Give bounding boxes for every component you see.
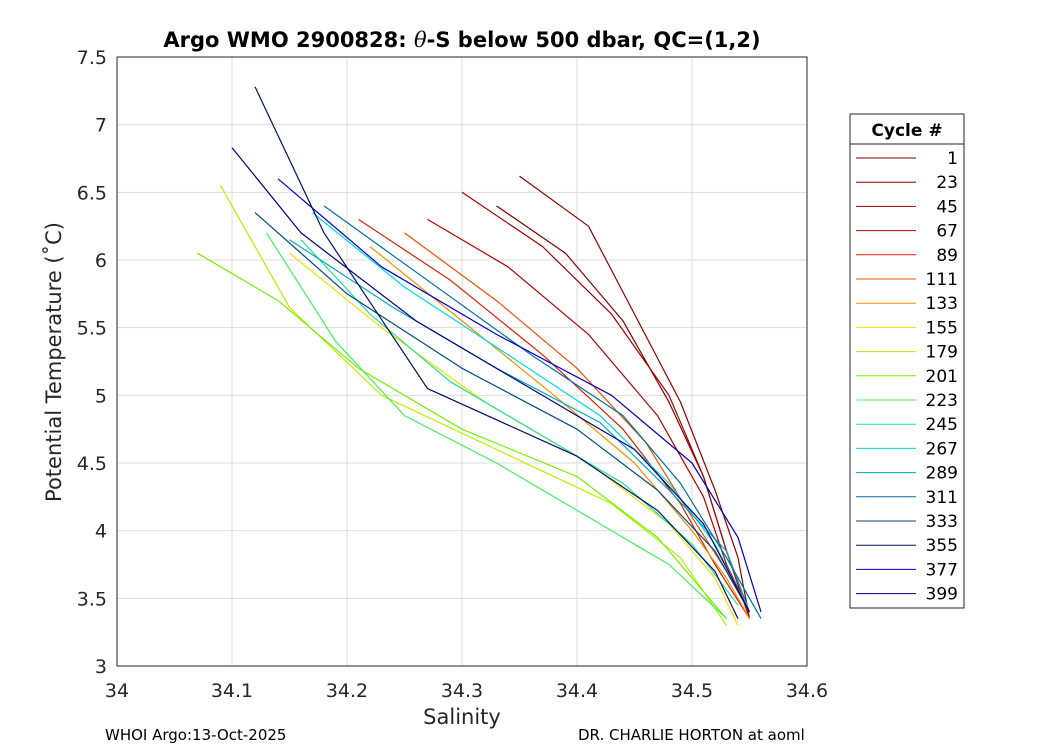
legend-label-155: 155 (926, 318, 958, 338)
series-line-cycle-289 (289, 239, 751, 613)
legend-label-201: 201 (926, 367, 958, 387)
legend-label-111: 111 (926, 270, 958, 290)
x-tick-label: 34.1 (211, 680, 253, 702)
legend-label-23: 23 (936, 173, 958, 193)
series-line-cycle-267 (312, 212, 751, 613)
legend-title: Cycle # (871, 121, 942, 141)
legend-label-1: 1 (947, 149, 958, 169)
series-line-cycle-133 (369, 246, 751, 619)
legend-label-377: 377 (926, 560, 958, 580)
y-tick-label: 6 (95, 250, 107, 272)
y-tick-label: 7 (95, 115, 107, 137)
legend-label-399: 399 (926, 585, 958, 605)
legend-label-133: 133 (926, 294, 958, 314)
legend-label-89: 89 (936, 246, 958, 266)
x-tick-label: 34.2 (326, 680, 368, 702)
series-line-cycle-179 (219, 185, 727, 626)
legend-label-333: 333 (926, 512, 958, 532)
series-line-cycle-223 (265, 232, 727, 620)
footer-author: DR. CHARLIE HORTON at aoml (578, 726, 805, 744)
legend-label-45: 45 (936, 197, 958, 217)
legend-items: 1 23 45 67 89 111 133 155 179 201 223 245 267 289 311 3… (856, 149, 958, 605)
series-line-cycle-67 (427, 218, 751, 613)
chart-title: Argo WMO 2900828: θ-S below 500 dbar, QC… (163, 28, 760, 52)
legend-box (849, 113, 965, 609)
series-line-cycle-355 (254, 86, 739, 619)
legend-label-223: 223 (926, 391, 958, 411)
legend-label-355: 355 (926, 536, 958, 556)
footer-source: WHOI Argo:13-Oct-2025 (105, 726, 287, 744)
y-tick-label: 3.5 (77, 588, 107, 610)
legend-label-67: 67 (936, 222, 958, 242)
legend-label-245: 245 (926, 415, 958, 435)
series-line-cycle-89 (358, 218, 751, 619)
legend: Cycle # 1 23 45 67 89 111 133 155 179 201 223 245 26… (849, 113, 965, 609)
y-tick-label: 6.5 (77, 182, 107, 204)
series-line-cycle-245 (300, 239, 739, 606)
series-line-cycle-399 (231, 147, 751, 613)
y-axis-label: Potential Temperature (˚C) (42, 222, 66, 502)
x-tick-label: 34.5 (671, 680, 713, 702)
series-line-cycle-23 (519, 175, 751, 619)
series-line-cycle-333 (254, 212, 751, 613)
y-tick-label: 7.5 (77, 47, 107, 69)
legend-label-179: 179 (926, 343, 958, 363)
series-lines (197, 86, 762, 626)
series-line-cycle-377 (277, 178, 762, 613)
y-tick-labels: 3 3.5 4 4.5 5 5.5 6 6.5 7 7.5 (77, 47, 107, 678)
y-tick-label: 5.5 (77, 318, 107, 340)
y-tick-label: 3 (95, 656, 107, 678)
legend-label-267: 267 (926, 439, 958, 459)
series-line-cycle-311 (323, 205, 762, 619)
x-tick-label: 34 (105, 680, 129, 702)
legend-label-311: 311 (926, 488, 958, 508)
axes-box (116, 56, 808, 667)
legend-label-289: 289 (926, 464, 958, 484)
x-axis-label: Salinity (423, 705, 501, 729)
y-tick-label: 4 (95, 521, 107, 543)
series-line-cycle-201 (197, 252, 727, 619)
x-tick-label: 34.3 (441, 680, 483, 702)
x-tick-labels: 34 34.1 34.2 34.3 34.4 34.5 34.6 (105, 680, 828, 702)
y-tick-label: 5 (95, 385, 107, 407)
x-tick-label: 34.6 (786, 680, 828, 702)
x-tick-label: 34.4 (556, 680, 598, 702)
y-tick-label: 4.5 (77, 453, 107, 475)
